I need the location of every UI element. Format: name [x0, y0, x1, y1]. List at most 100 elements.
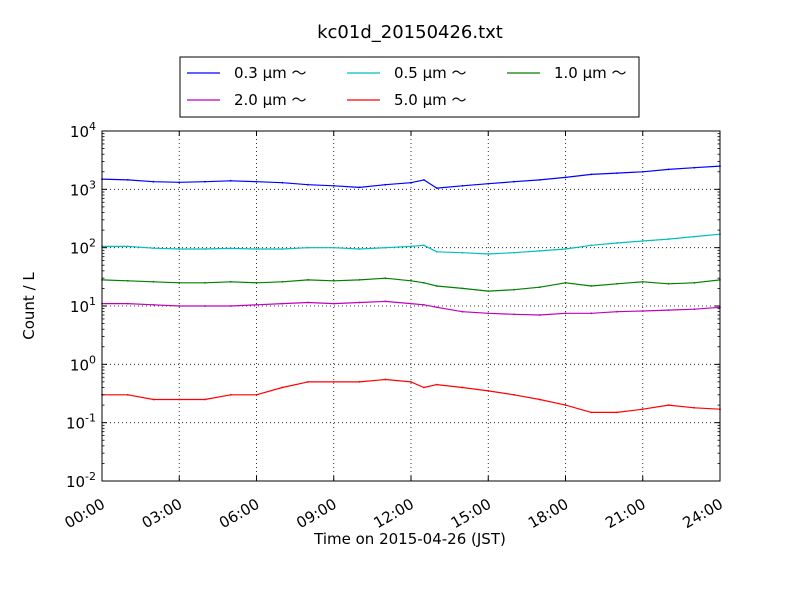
data-point [178, 181, 181, 184]
data-point [358, 301, 361, 304]
data-point [487, 290, 490, 292]
data-point [204, 180, 206, 183]
data-point [255, 180, 258, 183]
data-point [126, 393, 129, 396]
data-point [641, 240, 644, 242]
data-point [487, 390, 490, 392]
data-point [538, 286, 541, 289]
data-point [423, 179, 425, 181]
data-point [281, 181, 284, 184]
data-point [126, 279, 129, 282]
y-tick-label: 102 [70, 237, 96, 258]
data-point [616, 242, 618, 244]
data-point [641, 408, 644, 411]
data-point [641, 310, 644, 312]
data-point [358, 381, 361, 383]
data-point [384, 300, 387, 303]
series-lines [101, 165, 721, 414]
legend: 0.3 μm ～ 0.5 μm ～ 1.0 μm ～ 2.0 μm ～ 5.0 μm ～ [179, 56, 640, 118]
series-line-2 [102, 233, 721, 255]
chart-title: kc01d_20150426.txt [317, 22, 503, 43]
data-point [590, 244, 593, 247]
data-point [281, 280, 284, 283]
data-point [667, 309, 670, 311]
legend-label: 1.0 μm ～ [554, 64, 627, 82]
data-point [538, 250, 541, 252]
data-point [152, 303, 155, 306]
data-point [667, 282, 670, 285]
data-point [538, 179, 541, 181]
data-point [410, 245, 412, 248]
data-point [410, 279, 412, 282]
data-point [152, 398, 155, 401]
data-point [152, 280, 155, 283]
data-point [229, 247, 232, 250]
data-point [229, 179, 232, 182]
legend-label: 5.0 μm ～ [394, 91, 467, 109]
data-point [564, 281, 567, 284]
data-point [461, 310, 464, 313]
data-point [332, 184, 335, 187]
data-point [152, 180, 155, 183]
data-point [384, 277, 387, 280]
data-point [693, 281, 696, 284]
data-point [410, 381, 412, 383]
axis-ticks [101, 130, 721, 482]
data-point [204, 281, 206, 284]
data-point [204, 398, 206, 401]
data-point [538, 398, 541, 401]
data-point [332, 381, 335, 383]
grid [102, 131, 720, 481]
data-point [384, 378, 387, 381]
data-point [126, 179, 129, 181]
data-point [255, 281, 258, 284]
data-point [255, 393, 258, 396]
data-point [616, 411, 618, 414]
y-tick-label: 101 [70, 295, 96, 316]
y-tick-label: 10-2 [66, 470, 96, 491]
series-line-1 [101, 165, 721, 189]
y-tick-label: 104 [70, 120, 96, 141]
legend-label: 0.5 μm ～ [394, 64, 467, 82]
data-point [513, 393, 515, 396]
data-point [641, 170, 644, 173]
data-point [564, 404, 567, 406]
data-point [423, 244, 425, 247]
data-point [229, 393, 232, 396]
series-line-5 [102, 378, 721, 413]
data-point [332, 246, 335, 249]
data-point [423, 303, 425, 306]
data-point [307, 301, 309, 304]
data-point [667, 238, 670, 241]
data-point [667, 168, 670, 171]
data-point [423, 386, 425, 389]
y-tick-label: 10-1 [66, 412, 96, 433]
data-point [513, 251, 515, 254]
data-point [229, 280, 232, 283]
data-point [693, 235, 696, 238]
data-point [564, 248, 567, 250]
data-point [204, 305, 206, 307]
x-axis-label: Time on 2015-04-26 (JST) [313, 530, 506, 548]
data-point [590, 173, 593, 176]
data-point [435, 250, 438, 253]
data-point [332, 302, 335, 305]
data-point [693, 166, 696, 169]
data-point [693, 406, 696, 409]
data-point [616, 310, 618, 313]
data-point [435, 187, 438, 190]
data-point [178, 248, 181, 250]
data-point [435, 285, 438, 287]
data-point [410, 302, 412, 305]
data-point [513, 180, 515, 183]
legend-frame [179, 56, 640, 118]
data-point [423, 281, 425, 284]
data-point [229, 305, 232, 307]
data-point [126, 302, 129, 305]
data-point [384, 183, 387, 186]
data-point [204, 248, 206, 250]
data-point [152, 247, 155, 250]
data-point [281, 302, 284, 305]
data-point [513, 288, 515, 291]
data-point [384, 246, 387, 249]
